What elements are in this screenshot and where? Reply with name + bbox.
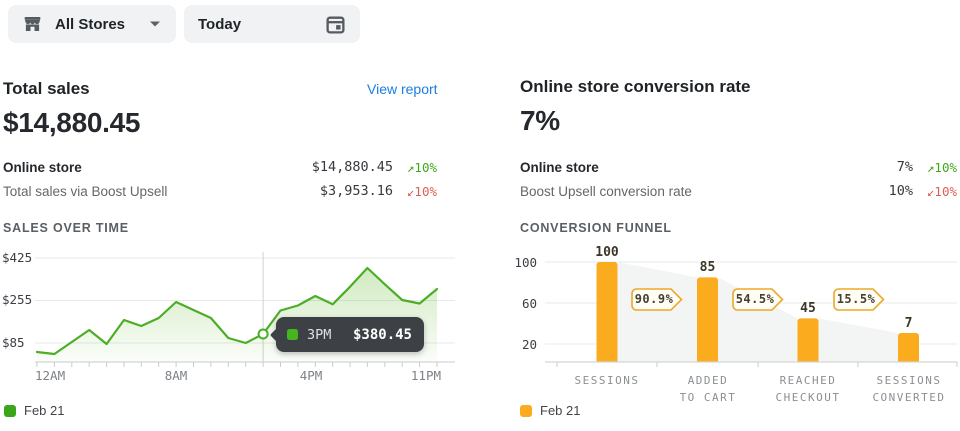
trend-down-indicator: ↙10% [926, 183, 957, 199]
y-axis-tick: $85 [2, 335, 25, 350]
metric-value: $14,880.45 [311, 159, 393, 175]
metric-row: Total sales via Boost Upsell $3,953.16 ↙… [3, 180, 437, 202]
conversion-ratio-badge: 90.9% [631, 288, 683, 311]
date-filter-button[interactable]: Today [184, 5, 360, 43]
x-axis-tick: 8AM [164, 368, 188, 383]
sales-legend: Feb 21 [4, 403, 64, 418]
conversion-ratio-badge: 15.5% [833, 288, 885, 311]
trend-down-icon: ↙ [406, 183, 415, 199]
metric-value: $3,953.16 [319, 183, 393, 199]
funnel-category: SESSIONS [876, 374, 942, 387]
y-axis-tick: 100 [514, 255, 537, 270]
funnel-category: REACHED [779, 374, 837, 387]
funnel-category: CONVERTED [872, 391, 946, 404]
funnel-bar [596, 262, 618, 362]
funnel-bar [697, 277, 718, 362]
funnel-category: CHECKOUT [775, 391, 841, 404]
funnel-legend: Feb 21 [520, 403, 580, 418]
tooltip-time: 3PM [307, 326, 332, 343]
date-filter-label: Today [198, 15, 242, 33]
conversion-value: 7% [520, 105, 560, 136]
funnel-flow-area [617, 262, 697, 362]
conversion-ratio-badge: 54.5% [732, 288, 784, 311]
total-sales-value: $14,880.45 [3, 107, 141, 138]
trend-up-indicator: ↗10% [406, 159, 437, 175]
tooltip-value: $380.45 [352, 326, 412, 343]
store-filter-button[interactable]: All Stores [8, 5, 176, 43]
y-axis-tick: $425 [2, 250, 33, 265]
x-axis-tick: 11PM [410, 368, 441, 383]
metric-label: Total sales via Boost Upsell [3, 183, 168, 199]
metric-row: Online store 7% ↗10% [520, 156, 957, 178]
trend-up-icon: ↗ [926, 159, 935, 175]
series-color-swatch [287, 329, 298, 340]
trend-down-indicator: ↙10% [406, 183, 437, 199]
hover-marker [257, 328, 269, 340]
funnel-flow-area [818, 318, 898, 362]
sales-line [35, 266, 439, 356]
funnel-bar [797, 318, 819, 362]
y-axis-tick: 20 [521, 337, 537, 352]
store-filter-label: All Stores [55, 15, 126, 33]
metric-label: Online store [3, 159, 82, 175]
trend-up-icon: ↗ [406, 159, 415, 175]
funnel-category: ADDED [687, 374, 729, 387]
legend-swatch-green [4, 404, 16, 417]
x-axis-tick: 12AM [35, 368, 66, 383]
sales-over-time-heading: SALES OVER TIME [3, 221, 129, 235]
metric-label: Online store [520, 159, 599, 175]
funnel-bar-value: 45 [800, 301, 816, 317]
funnel-bar-value: 7 [904, 316, 913, 331]
chart-tooltip: 3PM $380.45 [269, 317, 424, 352]
trend-down-icon: ↙ [926, 183, 935, 199]
x-axis-tick: 4PM [299, 368, 323, 383]
metric-value: 10% [888, 183, 913, 199]
legend-swatch-orange [520, 404, 532, 417]
total-sales-title: Total sales [3, 79, 90, 98]
storefront-icon [22, 14, 43, 34]
metric-row: Boost Upsell conversion rate 10% ↙10% [520, 180, 957, 202]
funnel-bar-value: 100 [595, 245, 619, 260]
chevron-down-icon [148, 20, 162, 28]
legend-label: Feb 21 [24, 403, 65, 418]
funnel-category: TO CART [679, 391, 737, 404]
y-axis-tick: 60 [521, 296, 537, 311]
y-axis-tick: $255 [2, 292, 33, 307]
legend-label: Feb 21 [540, 403, 581, 418]
metric-row: Online store $14,880.45 ↗10% [3, 156, 437, 178]
metric-label: Boost Upsell conversion rate [520, 183, 692, 199]
funnel-bar-value: 85 [699, 260, 716, 276]
metric-value: 7% [896, 159, 913, 175]
funnel-bar [898, 333, 919, 362]
calendar-icon [325, 14, 346, 35]
trend-up-indicator: ↗10% [926, 159, 957, 175]
funnel-category: SESSIONS [574, 374, 640, 387]
view-report-link[interactable]: View report [367, 81, 438, 97]
conversion-funnel-heading: CONVERSION FUNNEL [520, 221, 672, 235]
conversion-title: Online store conversion rate [520, 77, 751, 96]
